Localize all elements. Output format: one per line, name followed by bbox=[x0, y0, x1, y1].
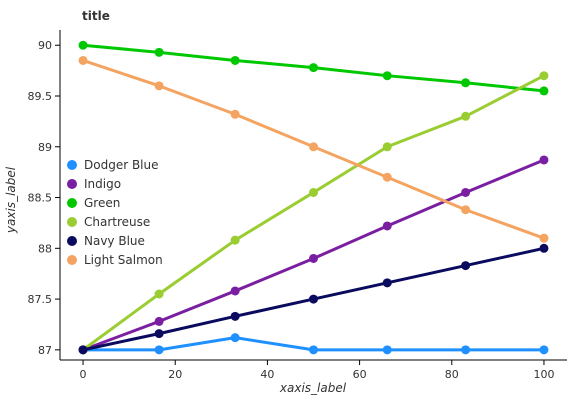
data-point-green bbox=[382, 71, 392, 81]
y-tick-label: 87.5 bbox=[28, 293, 53, 306]
x-axis-label: xaxis_label bbox=[279, 381, 347, 395]
legend-label-light-salmon: Light Salmon bbox=[84, 253, 163, 267]
data-point-indigo bbox=[461, 187, 471, 197]
data-point-chartreuse bbox=[309, 187, 318, 197]
data-point-green bbox=[309, 63, 318, 73]
data-point-light-salmon bbox=[78, 55, 88, 65]
data-point-light-salmon bbox=[539, 233, 549, 243]
data-point-dodger-blue bbox=[461, 345, 471, 355]
legend-label-chartreuse: Chartreuse bbox=[84, 215, 150, 229]
data-point-indigo bbox=[309, 253, 318, 263]
y-axis-label: yaxis_label bbox=[4, 166, 18, 234]
legend-marker-green bbox=[67, 198, 77, 208]
data-point-light-salmon bbox=[230, 109, 240, 119]
data-point-green bbox=[461, 78, 471, 88]
y-tick-label: 88.5 bbox=[28, 192, 53, 205]
x-tick-label: 40 bbox=[260, 368, 274, 381]
data-point-chartreuse bbox=[382, 142, 392, 152]
data-point-light-salmon bbox=[309, 142, 318, 152]
data-point-indigo bbox=[154, 316, 164, 326]
data-point-navy-blue bbox=[539, 243, 549, 253]
legend-marker-navy-blue bbox=[67, 236, 77, 246]
data-point-chartreuse bbox=[539, 71, 549, 81]
data-point-dodger-blue bbox=[309, 345, 318, 355]
data-point-dodger-blue bbox=[539, 345, 549, 355]
plot-area: 0 20 40 60 80 100 87 87.5 88 88.5 89 89.5 90 bbox=[28, 30, 567, 381]
chart-title: title bbox=[82, 9, 110, 23]
data-point-green bbox=[539, 86, 549, 96]
legend-label-green: Green bbox=[84, 196, 120, 210]
legend-label-indigo: Indigo bbox=[84, 177, 121, 191]
data-point-navy-blue bbox=[461, 261, 471, 271]
data-point-green bbox=[154, 47, 164, 57]
data-point-navy-blue bbox=[78, 345, 88, 355]
y-tick-label: 90 bbox=[38, 39, 52, 52]
data-point-indigo bbox=[230, 286, 240, 296]
x-tick-label: 100 bbox=[533, 368, 554, 381]
data-point-chartreuse bbox=[154, 289, 164, 299]
legend-marker-chartreuse bbox=[67, 217, 77, 227]
data-point-chartreuse bbox=[230, 235, 240, 245]
data-point-navy-blue bbox=[230, 311, 240, 321]
x-tick-label: 0 bbox=[80, 368, 87, 381]
data-point-light-salmon bbox=[382, 172, 392, 182]
legend-marker-dodger-blue bbox=[67, 160, 77, 170]
data-point-dodger-blue bbox=[154, 345, 164, 355]
data-point-navy-blue bbox=[309, 294, 318, 304]
y-tick-label: 87 bbox=[38, 344, 52, 357]
y-tick-label: 89.5 bbox=[28, 90, 53, 103]
x-tick-label: 20 bbox=[168, 368, 182, 381]
data-point-light-salmon bbox=[461, 205, 471, 215]
legend-label-dodger-blue: Dodger Blue bbox=[84, 158, 159, 172]
data-point-navy-blue bbox=[154, 329, 164, 339]
data-point-chartreuse bbox=[461, 111, 471, 121]
data-point-green bbox=[230, 55, 240, 65]
data-point-indigo bbox=[539, 155, 549, 165]
legend: Dodger Blue Indigo Green Chartreuse Navy Blu… bbox=[67, 158, 163, 267]
data-point-dodger-blue bbox=[382, 345, 392, 355]
legend-label-navy-blue: Navy Blue bbox=[84, 234, 145, 248]
data-point-green bbox=[78, 40, 88, 50]
x-tick-label: 60 bbox=[353, 368, 367, 381]
data-point-dodger-blue bbox=[230, 333, 240, 343]
y-tick-label: 89 bbox=[38, 141, 52, 154]
data-point-navy-blue bbox=[382, 278, 392, 288]
legend-marker-indigo bbox=[67, 179, 77, 189]
y-tick-label: 88 bbox=[38, 242, 52, 255]
x-tick-label: 80 bbox=[445, 368, 459, 381]
data-point-light-salmon bbox=[154, 81, 164, 91]
data-point-indigo bbox=[382, 221, 392, 231]
legend-marker-light-salmon bbox=[67, 255, 77, 265]
